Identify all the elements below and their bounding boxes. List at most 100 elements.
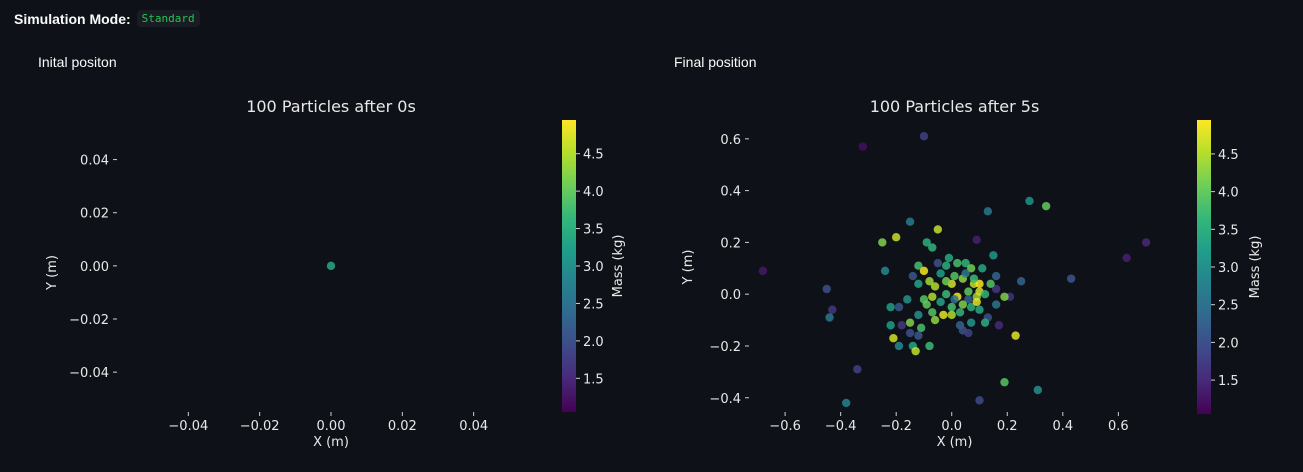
y-tick-label: −0.02 <box>69 313 109 328</box>
x-tick-label: 0.02 <box>388 419 417 434</box>
colorbar-tick-label: 2.5 <box>583 297 604 312</box>
particle-point <box>858 142 868 151</box>
particle-point <box>886 302 895 312</box>
particle-point <box>980 289 990 299</box>
particle-point <box>975 279 984 289</box>
y-tick-label: 0.00 <box>80 260 109 275</box>
y-tick-label: −0.04 <box>69 366 109 381</box>
particle-point <box>969 274 979 283</box>
y-tick-label: 0.2 <box>720 236 741 251</box>
particle-point <box>758 266 768 276</box>
particle-point <box>991 300 1001 309</box>
particle-point <box>828 305 837 314</box>
particle-point <box>994 321 1004 330</box>
particle-point <box>880 266 890 276</box>
colorbar-tick-label: 2.5 <box>1218 299 1239 314</box>
colorbar-tick-label: 4.5 <box>1218 148 1239 163</box>
particle-point <box>1000 292 1009 301</box>
y-axis-label: Y (m) <box>45 255 60 291</box>
particle-point <box>944 253 954 263</box>
particle-point <box>853 365 862 374</box>
particle-point <box>1041 201 1051 211</box>
particle-point <box>903 295 912 304</box>
particle-point <box>908 271 918 281</box>
particle-point <box>950 295 959 304</box>
particle-point <box>891 233 901 242</box>
colorbar-tick-label: 2.0 <box>583 335 604 350</box>
colorbar-label: Mass (kg) <box>611 235 626 298</box>
particle-point <box>941 261 951 270</box>
particle-point <box>972 297 981 307</box>
colorbar-label: Mass (kg) <box>1248 236 1263 299</box>
particle-point <box>916 323 926 333</box>
particle-point <box>964 287 973 296</box>
y-tick-label: −0.4 <box>709 392 741 407</box>
x-tick-label: 0.00 <box>317 419 346 434</box>
particle-point <box>958 300 968 309</box>
colorbar-tick-label: 1.5 <box>1218 374 1239 389</box>
particle-point <box>905 318 915 327</box>
particle-point <box>975 396 984 405</box>
particle-point <box>950 271 959 281</box>
particle-point <box>941 289 951 299</box>
x-tick-label: 0.04 <box>459 419 488 434</box>
particle-point <box>326 261 336 271</box>
particle-point <box>961 269 970 278</box>
particle-point <box>986 279 995 289</box>
initial-position-chart: 100 Particles after 0s −0.04 −0.02 0.00 0.02… <box>45 97 626 450</box>
particle-point <box>1033 385 1043 395</box>
particle-point <box>975 305 984 314</box>
particle-point <box>922 238 931 247</box>
colorbar-tick-label: 3.5 <box>1218 223 1239 238</box>
particle-point <box>914 331 923 340</box>
particle-point <box>914 310 923 320</box>
particle-point <box>947 310 956 320</box>
x-tick-label: 0.2 <box>997 419 1018 434</box>
particle-point <box>897 321 906 330</box>
particle-point <box>1025 196 1034 206</box>
y-tick-label: 0.04 <box>80 154 109 169</box>
x-axis-label: X (m) <box>937 435 973 450</box>
particle-point <box>878 238 887 247</box>
particle-point <box>928 308 937 317</box>
initial-position-label: Inital positon <box>38 54 117 70</box>
particle-point <box>991 271 1001 281</box>
x-tick-label: 0.0 <box>941 419 962 434</box>
particle-point <box>919 266 929 276</box>
colorbar-tick-label: 4.5 <box>583 148 604 163</box>
colorbar-tick-label: 2.0 <box>1218 336 1239 351</box>
particle-point <box>928 292 937 301</box>
particle-point <box>936 269 945 278</box>
x-tick-label: −0.02 <box>240 419 280 434</box>
particle-point <box>930 315 940 325</box>
particle-point <box>980 318 990 327</box>
colorbar-tick-label: 3.0 <box>583 260 604 275</box>
particle-point <box>925 341 934 351</box>
colorbar-tick-label: 1.5 <box>583 372 604 387</box>
particle-point <box>941 277 951 286</box>
x-tick-label: −0.4 <box>825 419 857 434</box>
particle-point <box>961 258 970 268</box>
particle-point <box>914 279 923 289</box>
particle-point <box>886 321 895 330</box>
simulation-mode-label: Simulation Mode: <box>14 10 131 27</box>
particle-point <box>894 341 904 351</box>
chart-title: 100 Particles after 5s <box>870 97 1040 116</box>
particle-point <box>966 264 976 273</box>
y-tick-label: 0.6 <box>720 133 741 148</box>
y-axis-label: Y (m) <box>681 250 696 286</box>
simulation-mode-row: Simulation Mode: Standard <box>14 10 200 27</box>
particle-point <box>1016 277 1026 286</box>
particle-point <box>930 282 940 291</box>
particle-point <box>933 258 943 268</box>
particle-point <box>1141 238 1151 247</box>
particle-point <box>894 302 904 312</box>
simulation-mode-value: Standard <box>136 10 200 27</box>
particle-point <box>822 284 831 294</box>
particle-point <box>947 302 956 312</box>
particle-point <box>972 235 981 245</box>
colorbar-tick-label: 3.0 <box>1218 261 1239 276</box>
colorbar <box>562 120 576 412</box>
particle-point <box>964 328 973 338</box>
